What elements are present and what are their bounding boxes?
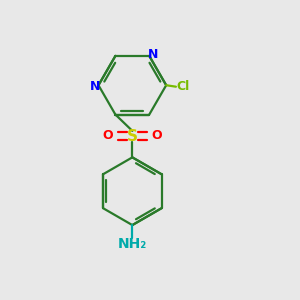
Text: S: S bbox=[127, 129, 138, 144]
Text: N: N bbox=[89, 80, 100, 93]
Text: O: O bbox=[152, 129, 162, 142]
Text: O: O bbox=[103, 129, 113, 142]
Text: Cl: Cl bbox=[176, 80, 189, 93]
Text: N: N bbox=[148, 48, 158, 61]
Text: NH₂: NH₂ bbox=[118, 237, 147, 251]
